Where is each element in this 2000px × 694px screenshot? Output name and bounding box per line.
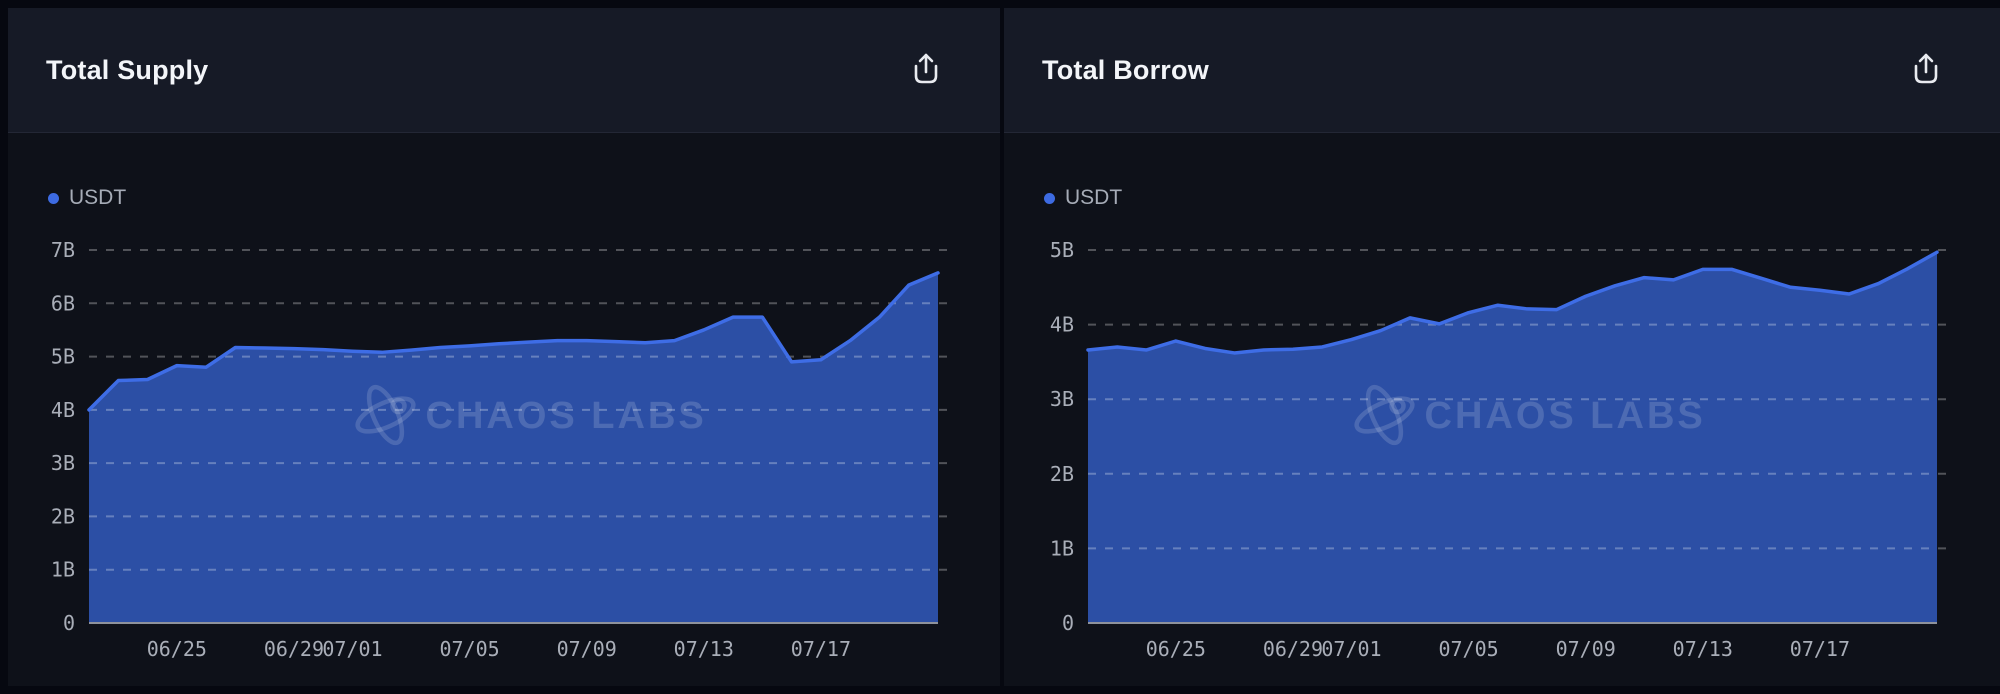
y-tick-label: 3B: [51, 451, 75, 475]
watermark-text: CHAOS LABS: [426, 395, 707, 437]
x-tick-label: 06/29: [1263, 637, 1323, 661]
total-borrow-panel: Total Borrow USDT CHAOS LABS 0 1B 2B 3B 4B 5B 0…: [1004, 8, 2000, 686]
x-tick-label: 06/25: [147, 637, 207, 661]
x-tick-label: 07/17: [791, 637, 851, 661]
total-supply-header: Total Supply: [8, 8, 1000, 133]
legend-dot: [1044, 192, 1055, 204]
y-tick-label: 2B: [1050, 462, 1074, 486]
panel-title: Total Borrow: [1042, 54, 1209, 85]
legend-dot: [48, 192, 59, 204]
x-tick-label: 07/01: [1321, 637, 1381, 661]
x-tick-label: 06/29: [264, 637, 324, 661]
chaos-labs-watermark: CHAOS LABS: [355, 384, 707, 446]
y-tick-label: 1B: [51, 558, 75, 582]
y-tick-label: 5B: [1050, 238, 1074, 262]
share-export-icon: [910, 51, 942, 90]
y-tick-label: 0: [63, 611, 75, 635]
area-fill: [89, 272, 938, 623]
export-chart-button[interactable]: [906, 47, 946, 94]
share-export-icon: [1910, 51, 1942, 90]
total-supply-area-chart[interactable]: CHAOS LABS 0 1B 2B 3B 4B 5B 6B 7B 06/25 06/2907/01…: [8, 8, 1000, 686]
total-supply-panel: Total Supply USDT CHAOS LABS 0 1B 2B 3B 4B 5B 6…: [8, 8, 1000, 686]
x-tick-label: 07/09: [557, 637, 617, 661]
x-tick-label: 07/01: [322, 637, 382, 661]
watermark-text: CHAOS LABS: [1425, 395, 1706, 437]
series-line-usdt: [1086, 250, 1939, 355]
chaos-labs-orbit-icon: [355, 384, 416, 446]
y-tick-label: 3B: [1050, 387, 1074, 411]
series-line-usdt: [87, 271, 940, 412]
legend-label: USDT: [1065, 186, 1123, 209]
x-tick-label: 07/09: [1556, 637, 1616, 661]
y-tick-label: 2B: [51, 504, 75, 528]
legend-item-usdt: USDT: [1044, 186, 1122, 210]
y-tick-label: 1B: [1050, 536, 1074, 560]
x-tick-label: 07/13: [1673, 637, 1733, 661]
legend-item-usdt: USDT: [48, 186, 126, 210]
chaos-labs-orbit-icon: [1354, 384, 1415, 446]
x-tick-label: 07/05: [1438, 637, 1498, 661]
area-fill: [1088, 252, 1937, 623]
y-tick-label: 7B: [51, 238, 75, 262]
x-tick-label: 07/13: [674, 637, 734, 661]
export-chart-button[interactable]: [1906, 47, 1946, 94]
x-tick-label: 07/17: [1790, 637, 1850, 661]
legend-label: USDT: [69, 186, 127, 209]
x-tick-label: 07/05: [439, 637, 499, 661]
y-tick-label: 4B: [1050, 313, 1074, 337]
panel-title: Total Supply: [46, 54, 209, 85]
chaos-labs-watermark: CHAOS LABS: [1354, 384, 1706, 446]
total-borrow-header: Total Borrow: [1004, 8, 2000, 133]
y-tick-label: 6B: [51, 291, 75, 315]
y-tick-label: 0: [1062, 611, 1074, 635]
y-tick-label: 5B: [51, 345, 75, 369]
y-tick-label: 4B: [51, 398, 75, 422]
x-tick-label: 06/25: [1146, 637, 1206, 661]
